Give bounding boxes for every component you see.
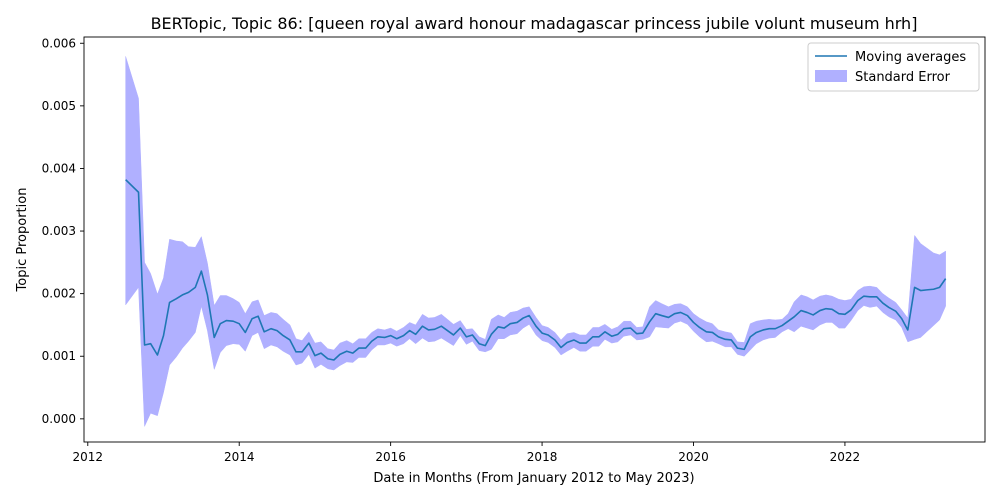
y-tick-label: 0.006 [42, 36, 76, 50]
y-tick-label: 0.002 [42, 287, 76, 301]
x-tick-label: 2020 [678, 450, 709, 464]
y-tick-label: 0.001 [42, 349, 76, 363]
x-tick-label: 2022 [830, 450, 861, 464]
x-tick-label: 2018 [527, 450, 558, 464]
x-tick-label: 2014 [224, 450, 255, 464]
y-axis-label: Topic Proportion [15, 188, 30, 293]
x-axis-label: Date in Months (From January 2012 to May… [373, 471, 694, 486]
x-tick-label: 2016 [375, 450, 406, 464]
y-axis: 0.000 0.001 0.002 0.003 0.004 0.005 0.006 [42, 36, 84, 426]
moving-average-line-layer [125, 179, 947, 361]
standard-error-band-layer [125, 56, 946, 427]
y-tick-label: 0.000 [42, 412, 76, 426]
x-tick-label: 2012 [73, 450, 104, 464]
moving-average-line [125, 179, 947, 361]
legend: Moving averages Standard Error [807, 42, 980, 92]
y-tick-label: 0.004 [42, 161, 76, 175]
chart-title: BERTopic, Topic 86: [queen royal award h… [151, 14, 918, 33]
legend-label-standard-error: Standard Error [855, 70, 951, 85]
standard-error-band [125, 56, 946, 427]
legend-band-swatch [815, 70, 847, 82]
plot-frame [83, 36, 986, 443]
y-tick-label: 0.005 [42, 99, 76, 113]
legend-label-moving-averages: Moving averages [855, 50, 966, 65]
y-tick-label: 0.003 [42, 224, 76, 238]
x-axis: 2012 2014 2016 2018 2020 2022 [73, 442, 861, 464]
legend-box [807, 42, 980, 92]
